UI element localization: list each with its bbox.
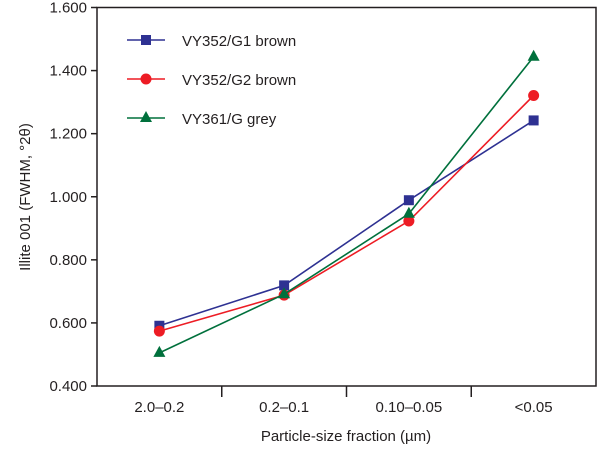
data-point	[153, 325, 165, 337]
legend-item: VY361/G grey	[127, 111, 277, 128]
legend-marker	[140, 73, 152, 85]
y-tick-label: 0.600	[49, 315, 87, 332]
data-point	[528, 115, 539, 126]
series-3	[153, 49, 540, 357]
data-point	[153, 345, 166, 357]
y-axis-label: Illite 001 (FWHM, °2θ)	[17, 123, 34, 271]
legend-marker	[140, 111, 152, 122]
x-tick-label: <0.05	[515, 399, 553, 416]
series-line	[159, 56, 535, 354]
data-point	[278, 287, 291, 299]
x-tick-label: 0.10–0.05	[376, 399, 443, 416]
x-tick-label: 2.0–0.2	[134, 399, 184, 416]
y-tick-label: 1.200	[49, 126, 87, 143]
x-axis-label: Particle-size fraction (µm)	[261, 428, 431, 445]
legend-label: VY361/G grey	[182, 111, 277, 128]
x-tick-label: 0.2–0.1	[259, 399, 309, 416]
y-tick-label: 1.000	[49, 189, 87, 206]
data-point	[402, 206, 415, 218]
series-line	[159, 94, 535, 332]
series-line	[159, 119, 535, 327]
y-tick-label: 0.400	[49, 378, 87, 395]
y-tick-label: 1.400	[49, 63, 87, 80]
data-point	[279, 280, 290, 291]
legend-label: VY352/G1 brown	[182, 33, 296, 50]
legend-item: VY352/G1 brown	[127, 33, 296, 50]
data-point	[403, 215, 415, 227]
y-tick-label: 0.800	[49, 252, 87, 269]
plot-frame	[96, 6, 597, 387]
y-tick-label: 1.600	[49, 0, 87, 17]
legend-item: VY352/G2 brown	[127, 72, 296, 89]
data-point	[403, 195, 414, 206]
legend-label: VY352/G2 brown	[182, 72, 296, 89]
legend-marker	[141, 35, 151, 45]
data-point	[527, 49, 540, 61]
data-point	[528, 90, 540, 102]
